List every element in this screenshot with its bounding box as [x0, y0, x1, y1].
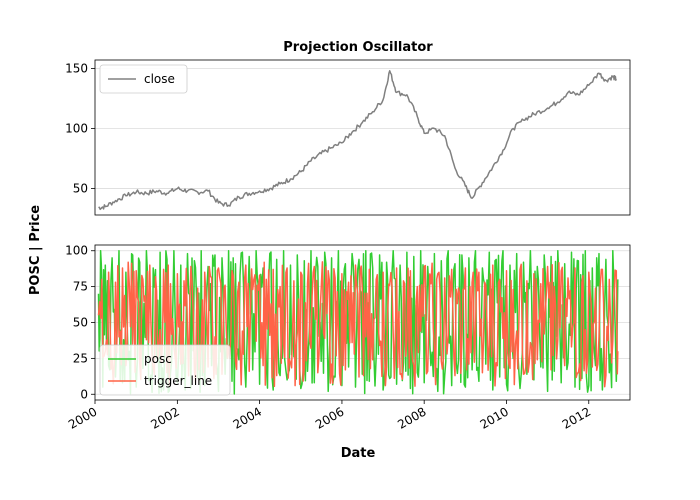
- legend-label: close: [144, 72, 175, 86]
- legend-box: [99, 344, 231, 396]
- y-tick-label: 150: [65, 61, 88, 75]
- axes-frame: [94, 244, 631, 401]
- legend: close: [99, 64, 188, 94]
- y-tick-label: 0: [80, 387, 88, 401]
- y-tick-label: 50: [73, 316, 88, 330]
- y-tick-label: 50: [73, 182, 88, 196]
- y-tick-label: 75: [73, 280, 88, 294]
- axes-frame: [94, 59, 631, 216]
- chart-title: Projection Oscillator: [283, 40, 433, 55]
- legend-box: [99, 64, 188, 94]
- y-tick-label: 100: [65, 244, 88, 258]
- y-tick-label: 100: [65, 121, 88, 135]
- x-axis-label: Date: [341, 446, 376, 461]
- y-axis-label: POSC | Price: [28, 205, 43, 295]
- series-line-close: [98, 70, 617, 211]
- legend-label: trigger_line: [144, 374, 212, 388]
- legend-label: posc: [144, 352, 172, 366]
- legend: posc trigger_line: [99, 344, 231, 396]
- series-line-trigger-line: [97, 261, 619, 388]
- price-panel: 50 100 150 close: [65, 59, 631, 216]
- y-tick-label: 25: [73, 351, 88, 365]
- oscillator-panel: 0 25 50 75 100 posc trigger_line: [65, 244, 631, 401]
